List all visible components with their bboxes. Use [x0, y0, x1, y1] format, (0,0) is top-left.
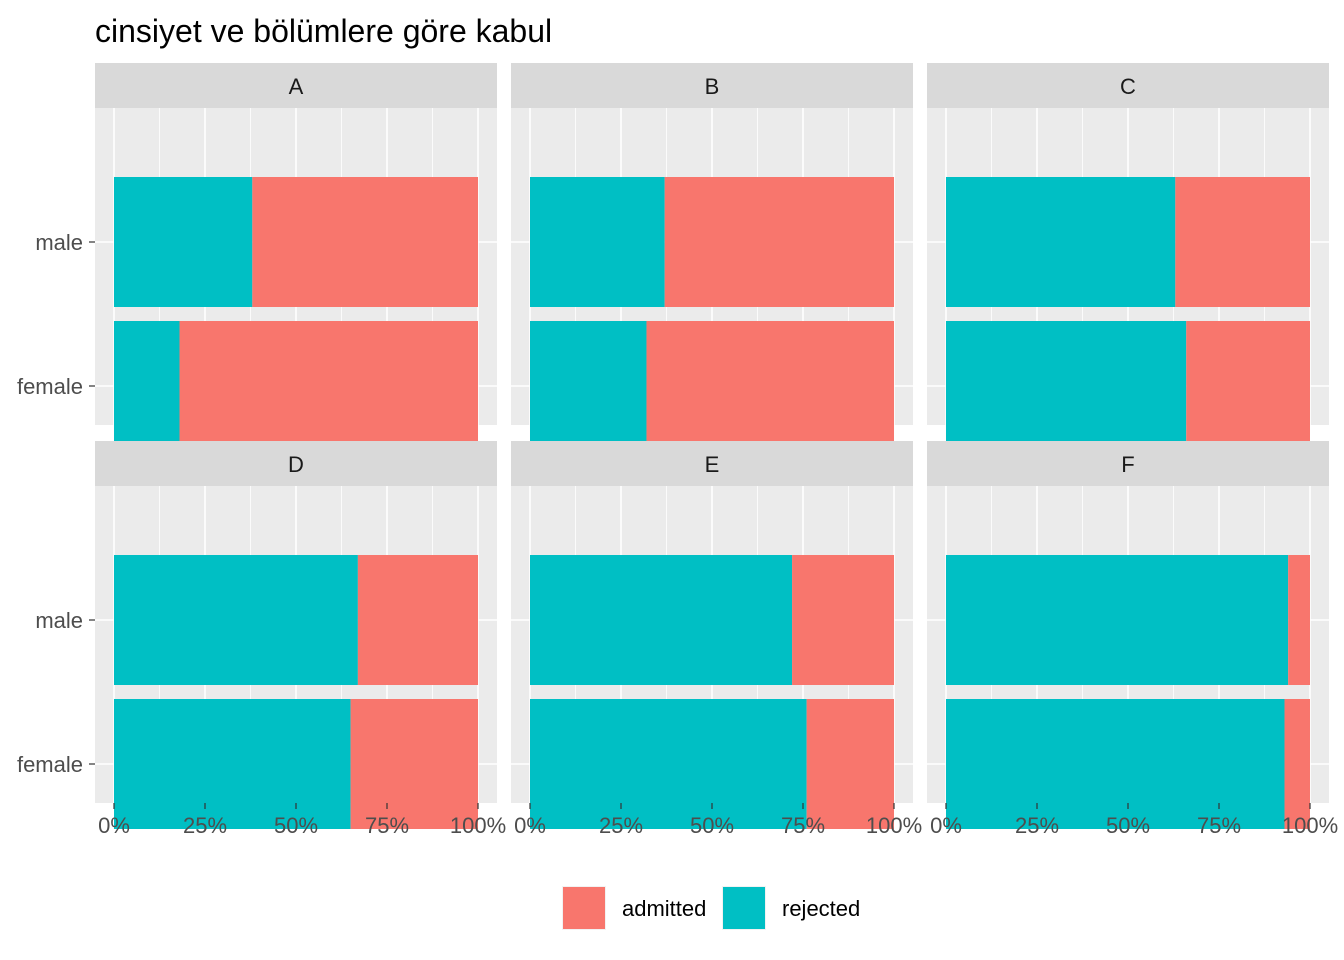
legend-swatch-admitted: [563, 887, 605, 929]
bar-admitted-female: [806, 699, 894, 829]
x-tick-label: 0%: [98, 813, 130, 838]
bar-admitted-male: [1175, 177, 1310, 307]
x-tick-label: 0%: [514, 813, 546, 838]
legend-label-admitted: admitted: [622, 896, 706, 921]
x-tick-label: 0%: [930, 813, 962, 838]
facet-C: C: [927, 63, 1329, 451]
facet-B: B: [511, 63, 913, 451]
x-tick-label: 25%: [599, 813, 643, 838]
facet-strip: [511, 441, 913, 486]
bar-rejected-male: [946, 177, 1176, 307]
bar-rejected-male: [946, 555, 1289, 685]
bar-admitted-female: [350, 699, 478, 829]
bar-admitted-female: [646, 321, 894, 451]
bar-admitted-male: [357, 555, 478, 685]
bar-admitted-female: [179, 321, 478, 451]
legend-label-rejected: rejected: [782, 896, 860, 921]
facet-E: E 0% 25% 50% 75% 100%: [511, 441, 922, 838]
bar-admitted-female: [1284, 699, 1310, 829]
bar-rejected-female: [114, 321, 180, 451]
x-tick-label: 75%: [781, 813, 825, 838]
legend-swatch-rejected: [723, 887, 765, 929]
bar-admitted-male: [664, 177, 894, 307]
facet-strip-label: A: [289, 74, 304, 99]
x-tick-label: 25%: [183, 813, 227, 838]
bar-rejected-female: [946, 321, 1187, 451]
y-tick-label: female: [17, 752, 83, 777]
y-tick-label: male: [35, 230, 83, 255]
x-tick-label: 50%: [274, 813, 318, 838]
bar-rejected-male: [114, 555, 358, 685]
y-tick-label: female: [17, 374, 83, 399]
facet-strip-label: D: [288, 452, 304, 477]
bar-admitted-female: [1186, 321, 1310, 451]
facet-strip-label: E: [705, 452, 720, 477]
bar-rejected-female: [114, 699, 351, 829]
chart-title: cinsiyet ve bölümlere göre kabul: [95, 13, 552, 49]
facet-strip-label: F: [1121, 452, 1134, 477]
facet-F: F 0% 25% 50% 75% 100%: [927, 441, 1338, 838]
bar-rejected-male: [114, 177, 253, 307]
facet-strip: [95, 63, 497, 108]
bar-admitted-male: [792, 555, 894, 685]
x-tick-label: 75%: [1197, 813, 1241, 838]
bar-rejected-female: [530, 699, 807, 829]
bar-rejected-female: [946, 699, 1285, 829]
legend: admitted rejected: [562, 886, 860, 930]
x-tick-label: 75%: [365, 813, 409, 838]
bar-admitted-male: [252, 177, 478, 307]
facet-strip-label: B: [705, 74, 720, 99]
y-tick-label: male: [35, 608, 83, 633]
bar-admitted-male: [1288, 555, 1310, 685]
x-tick-label: 100%: [450, 813, 506, 838]
bar-rejected-male: [530, 555, 793, 685]
bar-rejected-female: [530, 321, 647, 451]
facet-strip: [95, 441, 497, 486]
facet-strip: [927, 63, 1329, 108]
facet-strip-label: C: [1120, 74, 1136, 99]
x-tick-label: 50%: [1106, 813, 1150, 838]
bar-rejected-male: [530, 177, 665, 307]
facet-strip: [927, 441, 1329, 486]
x-tick-label: 50%: [690, 813, 734, 838]
x-tick-label: 100%: [866, 813, 922, 838]
x-tick-label: 25%: [1015, 813, 1059, 838]
x-tick-label: 100%: [1282, 813, 1338, 838]
facet-strip: [511, 63, 913, 108]
